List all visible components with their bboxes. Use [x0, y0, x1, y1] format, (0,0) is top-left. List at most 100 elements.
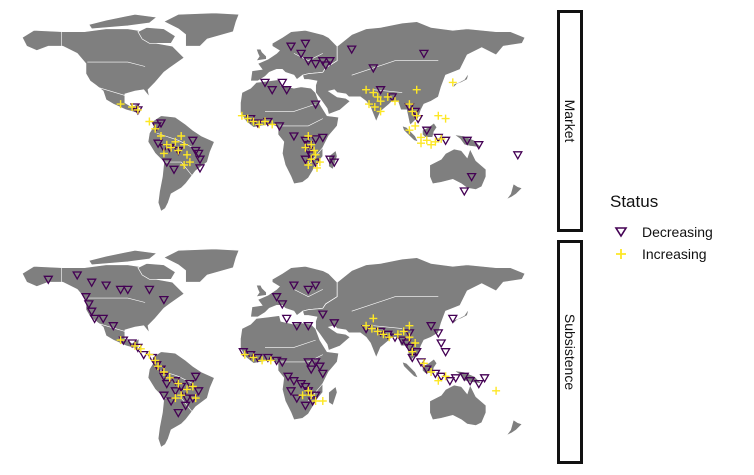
point-decreasing [440, 348, 451, 358]
point-increasing [310, 146, 319, 155]
point-decreasing [317, 310, 328, 320]
point-increasing [128, 103, 137, 111]
point-increasing [133, 105, 142, 114]
point-decreasing [170, 377, 181, 387]
legend-label-increasing: Increasing [642, 246, 707, 262]
point-decreasing [271, 293, 282, 303]
point-increasing [298, 391, 307, 400]
point-decreasing [303, 285, 314, 295]
point-increasing [301, 143, 310, 152]
point-decreasing [288, 281, 300, 291]
point-decreasing [317, 133, 328, 143]
point-decreasing [72, 271, 83, 281]
point-decreasing [158, 391, 170, 401]
point-decreasing [300, 401, 311, 411]
point-decreasing [473, 141, 484, 151]
point-decreasing [295, 49, 307, 59]
point-increasing [162, 140, 171, 149]
point-decreasing [98, 314, 109, 324]
point-increasing [145, 117, 154, 126]
country-border [95, 86, 125, 96]
point-decreasing [190, 372, 201, 382]
land-japan [452, 72, 470, 89]
point-increasing [249, 117, 258, 126]
point-decreasing [375, 86, 386, 96]
point-increasing [434, 111, 443, 120]
land-arctic-islands [88, 13, 158, 30]
legend-item-increasing: Increasing [610, 243, 713, 265]
point-increasing [437, 134, 446, 143]
point-decreasing [404, 329, 415, 339]
land-australia [429, 148, 487, 190]
point-decreasing [450, 374, 461, 384]
point-decreasing [300, 136, 311, 146]
point-increasing [373, 92, 382, 101]
point-decreasing [300, 39, 311, 49]
point-decreasing [314, 362, 326, 372]
point-increasing [311, 397, 320, 405]
plus-icon [610, 243, 632, 265]
legend-item-decreasing: Decreasing [610, 221, 713, 243]
point-increasing [427, 368, 436, 376]
point-decreasing [108, 322, 119, 332]
point-increasing [408, 347, 417, 356]
point-increasing [304, 161, 313, 169]
country-border [351, 60, 439, 76]
point-decreasing [512, 151, 523, 161]
country-border [293, 53, 323, 62]
point-decreasing [152, 139, 164, 149]
point-increasing [183, 150, 191, 159]
point-decreasing [158, 295, 170, 305]
country-border [279, 354, 323, 363]
point-increasing [369, 314, 378, 323]
point-decreasing [310, 100, 321, 110]
point-decreasing [259, 78, 271, 88]
point-increasing [159, 149, 168, 158]
point-decreasing [310, 358, 321, 368]
land-uk [255, 48, 267, 62]
point-increasing [165, 373, 174, 382]
point-increasing [188, 382, 197, 391]
land-baffin [137, 263, 176, 280]
point-increasing [307, 391, 316, 400]
map-svg-market [21, 12, 526, 212]
point-increasing [427, 140, 436, 149]
point-decreasing [126, 339, 138, 349]
point-decreasing [144, 285, 155, 295]
point-increasing [385, 333, 394, 342]
point-increasing [268, 120, 277, 129]
land-new-zealand [505, 183, 523, 201]
point-increasing [261, 117, 269, 126]
facet-strip-market: Market [557, 10, 583, 232]
point-increasing [393, 330, 402, 339]
point-increasing [376, 97, 385, 106]
point-increasing [191, 394, 200, 403]
point-increasing [304, 132, 313, 140]
point-increasing [369, 88, 378, 97]
point-decreasing [462, 136, 473, 146]
facet-label-subsistence: Subsistence [562, 313, 578, 391]
point-increasing [177, 391, 186, 400]
point-decreasing [277, 300, 288, 310]
point-decreasing [274, 122, 285, 132]
point-decreasing [479, 374, 490, 384]
land-greenland [163, 12, 240, 47]
point-decreasing [180, 401, 191, 411]
legend-title: Status [610, 192, 659, 211]
point-decreasing [262, 353, 274, 363]
point-decreasing [459, 187, 470, 197]
point-decreasing [433, 133, 444, 143]
point-increasing [116, 336, 125, 345]
point-decreasing [306, 365, 317, 375]
point-increasing [136, 344, 145, 353]
point-decreasing [464, 377, 476, 387]
point-increasing [399, 327, 408, 336]
point-decreasing [303, 322, 314, 332]
point-increasing [412, 111, 421, 120]
point-decreasing [433, 329, 444, 339]
point-increasing [266, 356, 275, 365]
point-decreasing [404, 343, 415, 353]
point-decreasing [277, 358, 288, 368]
point-increasing [313, 163, 321, 172]
legend: Status Decreasing Increasing [610, 192, 713, 265]
